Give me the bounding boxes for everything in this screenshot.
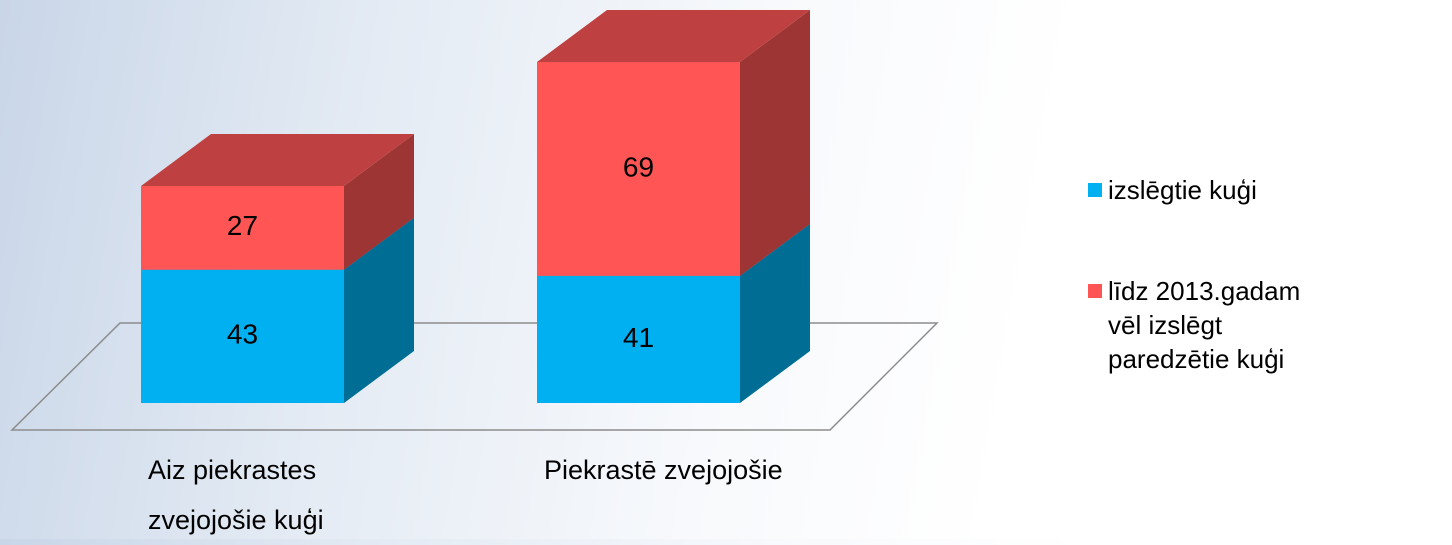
bar-side [344,134,414,270]
bar [141,269,344,403]
bar [537,62,740,276]
x-tick-label: Aiz piekrastes zvejojošie kuģi [148,455,324,535]
data-label: 43 [227,319,258,350]
data-label: 27 [227,210,258,241]
bar [141,186,344,270]
legend-label: līdz 2013.gadam vēl izslēgt paredzētie k… [1108,276,1301,374]
data-label: 69 [623,151,654,182]
bar-side [740,223,810,403]
legend-swatch [1088,284,1102,298]
floor [10,322,939,431]
bar-side [344,217,414,403]
x-tick-label: Piekrastē zvejojošie [544,455,783,485]
bar [537,275,740,403]
legend-swatch [1088,183,1102,197]
data-label: 41 [623,322,654,353]
bar-top [537,10,810,62]
legend-label: izslēgtie kuģi [1108,175,1257,205]
bar-top [141,134,414,186]
bar-side [740,10,810,276]
